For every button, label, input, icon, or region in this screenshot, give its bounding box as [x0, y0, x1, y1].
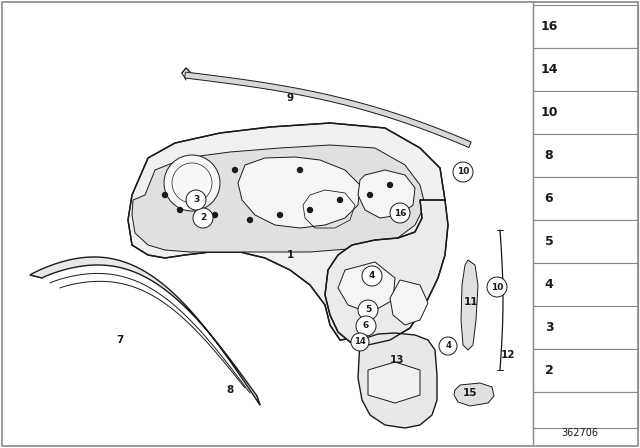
Text: 16: 16 [540, 20, 557, 33]
Text: 16: 16 [394, 208, 406, 217]
Circle shape [358, 300, 378, 320]
Text: 4: 4 [369, 271, 375, 280]
Circle shape [248, 217, 253, 223]
Bar [533, 392, 638, 428]
Bar [533, 306, 638, 349]
Text: 12: 12 [500, 350, 515, 360]
Bar [533, 263, 638, 306]
Bar [533, 177, 638, 220]
Text: 4: 4 [445, 341, 451, 350]
Text: 8: 8 [545, 149, 554, 162]
Text: 6: 6 [363, 322, 369, 331]
Text: 13: 13 [390, 355, 404, 365]
Circle shape [278, 212, 282, 217]
Text: 7: 7 [116, 335, 124, 345]
Text: 6: 6 [545, 192, 554, 205]
Polygon shape [238, 157, 360, 228]
Polygon shape [128, 123, 445, 340]
Text: 3: 3 [545, 321, 554, 334]
Polygon shape [358, 333, 437, 428]
Text: 3: 3 [193, 195, 199, 204]
Circle shape [163, 193, 168, 198]
Circle shape [390, 203, 410, 223]
Bar [533, 48, 638, 91]
Polygon shape [184, 72, 471, 147]
Polygon shape [454, 383, 494, 406]
Bar [533, 134, 638, 177]
Text: 8: 8 [227, 385, 234, 395]
Text: 2: 2 [200, 214, 206, 223]
Text: 14: 14 [540, 63, 557, 76]
Circle shape [212, 212, 218, 217]
Text: 5: 5 [545, 235, 554, 248]
Circle shape [177, 207, 182, 212]
Circle shape [387, 182, 392, 188]
Circle shape [367, 193, 372, 198]
Polygon shape [368, 362, 420, 403]
Text: 2: 2 [545, 364, 554, 377]
Circle shape [453, 162, 473, 182]
Bar [533, 349, 638, 392]
Polygon shape [132, 145, 425, 252]
Circle shape [439, 337, 457, 355]
Text: 5: 5 [365, 306, 371, 314]
Bar [533, 5, 638, 48]
Circle shape [298, 168, 303, 172]
Circle shape [362, 266, 382, 286]
Text: 10: 10 [540, 106, 557, 119]
Polygon shape [358, 170, 415, 218]
Polygon shape [390, 280, 428, 325]
Text: 14: 14 [354, 337, 366, 346]
Polygon shape [325, 200, 448, 345]
Circle shape [186, 190, 206, 210]
Text: 11: 11 [464, 297, 478, 307]
Circle shape [337, 198, 342, 202]
Text: 1: 1 [286, 250, 294, 260]
Bar [533, 91, 638, 134]
Bar [533, 220, 638, 263]
Polygon shape [461, 260, 478, 350]
Circle shape [232, 168, 237, 172]
Text: 4: 4 [545, 278, 554, 291]
Polygon shape [338, 262, 395, 313]
Circle shape [193, 208, 213, 228]
Circle shape [307, 207, 312, 212]
Circle shape [487, 277, 507, 297]
Text: 10: 10 [457, 168, 469, 177]
Text: 15: 15 [463, 388, 477, 398]
Circle shape [356, 316, 376, 336]
Polygon shape [30, 257, 260, 405]
Text: 9: 9 [287, 93, 294, 103]
Circle shape [164, 155, 220, 211]
Text: 362706: 362706 [561, 428, 598, 438]
Circle shape [351, 333, 369, 351]
Text: 10: 10 [491, 283, 503, 292]
